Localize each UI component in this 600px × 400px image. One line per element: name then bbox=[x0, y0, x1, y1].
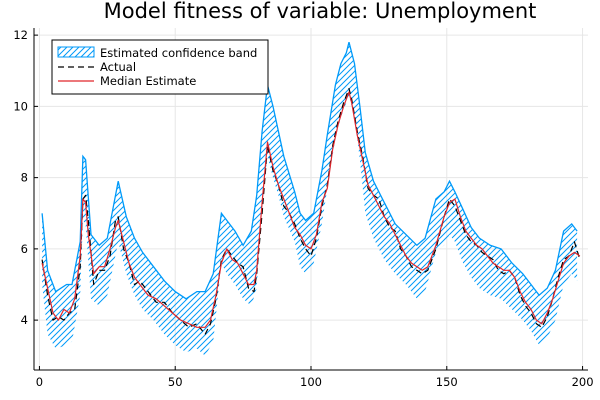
chart-title: Model fitness of variable: Unemployment bbox=[104, 0, 537, 23]
legend-label-actual: Actual bbox=[100, 60, 136, 74]
median-estimate-line bbox=[41, 91, 581, 328]
confidence-band bbox=[41, 42, 578, 356]
x-tick-label: 200 bbox=[572, 375, 594, 389]
legend-label-median: Median Estimate bbox=[100, 74, 196, 88]
y-tick-label: 12 bbox=[13, 28, 28, 42]
legend-band-swatch bbox=[57, 46, 95, 58]
y-tick-label: 6 bbox=[21, 242, 28, 256]
x-tick-label: 150 bbox=[436, 375, 458, 389]
legend: Estimated confidence band Actual Median … bbox=[51, 39, 269, 95]
legend-label-band: Estimated confidence band bbox=[100, 46, 257, 60]
x-tick-label: 100 bbox=[300, 375, 322, 389]
series-layer bbox=[41, 87, 581, 335]
y-tick-label: 4 bbox=[21, 313, 28, 327]
axes: 0 50 100 150 200 4 6 8 10 12 bbox=[13, 28, 594, 389]
x-tick-label: 50 bbox=[168, 375, 183, 389]
y-tick-label: 8 bbox=[21, 171, 28, 185]
band-upper-line bbox=[41, 42, 578, 300]
y-tick-label: 10 bbox=[13, 99, 28, 113]
x-tick-label: 0 bbox=[36, 375, 43, 389]
actual-series-line bbox=[41, 87, 581, 335]
